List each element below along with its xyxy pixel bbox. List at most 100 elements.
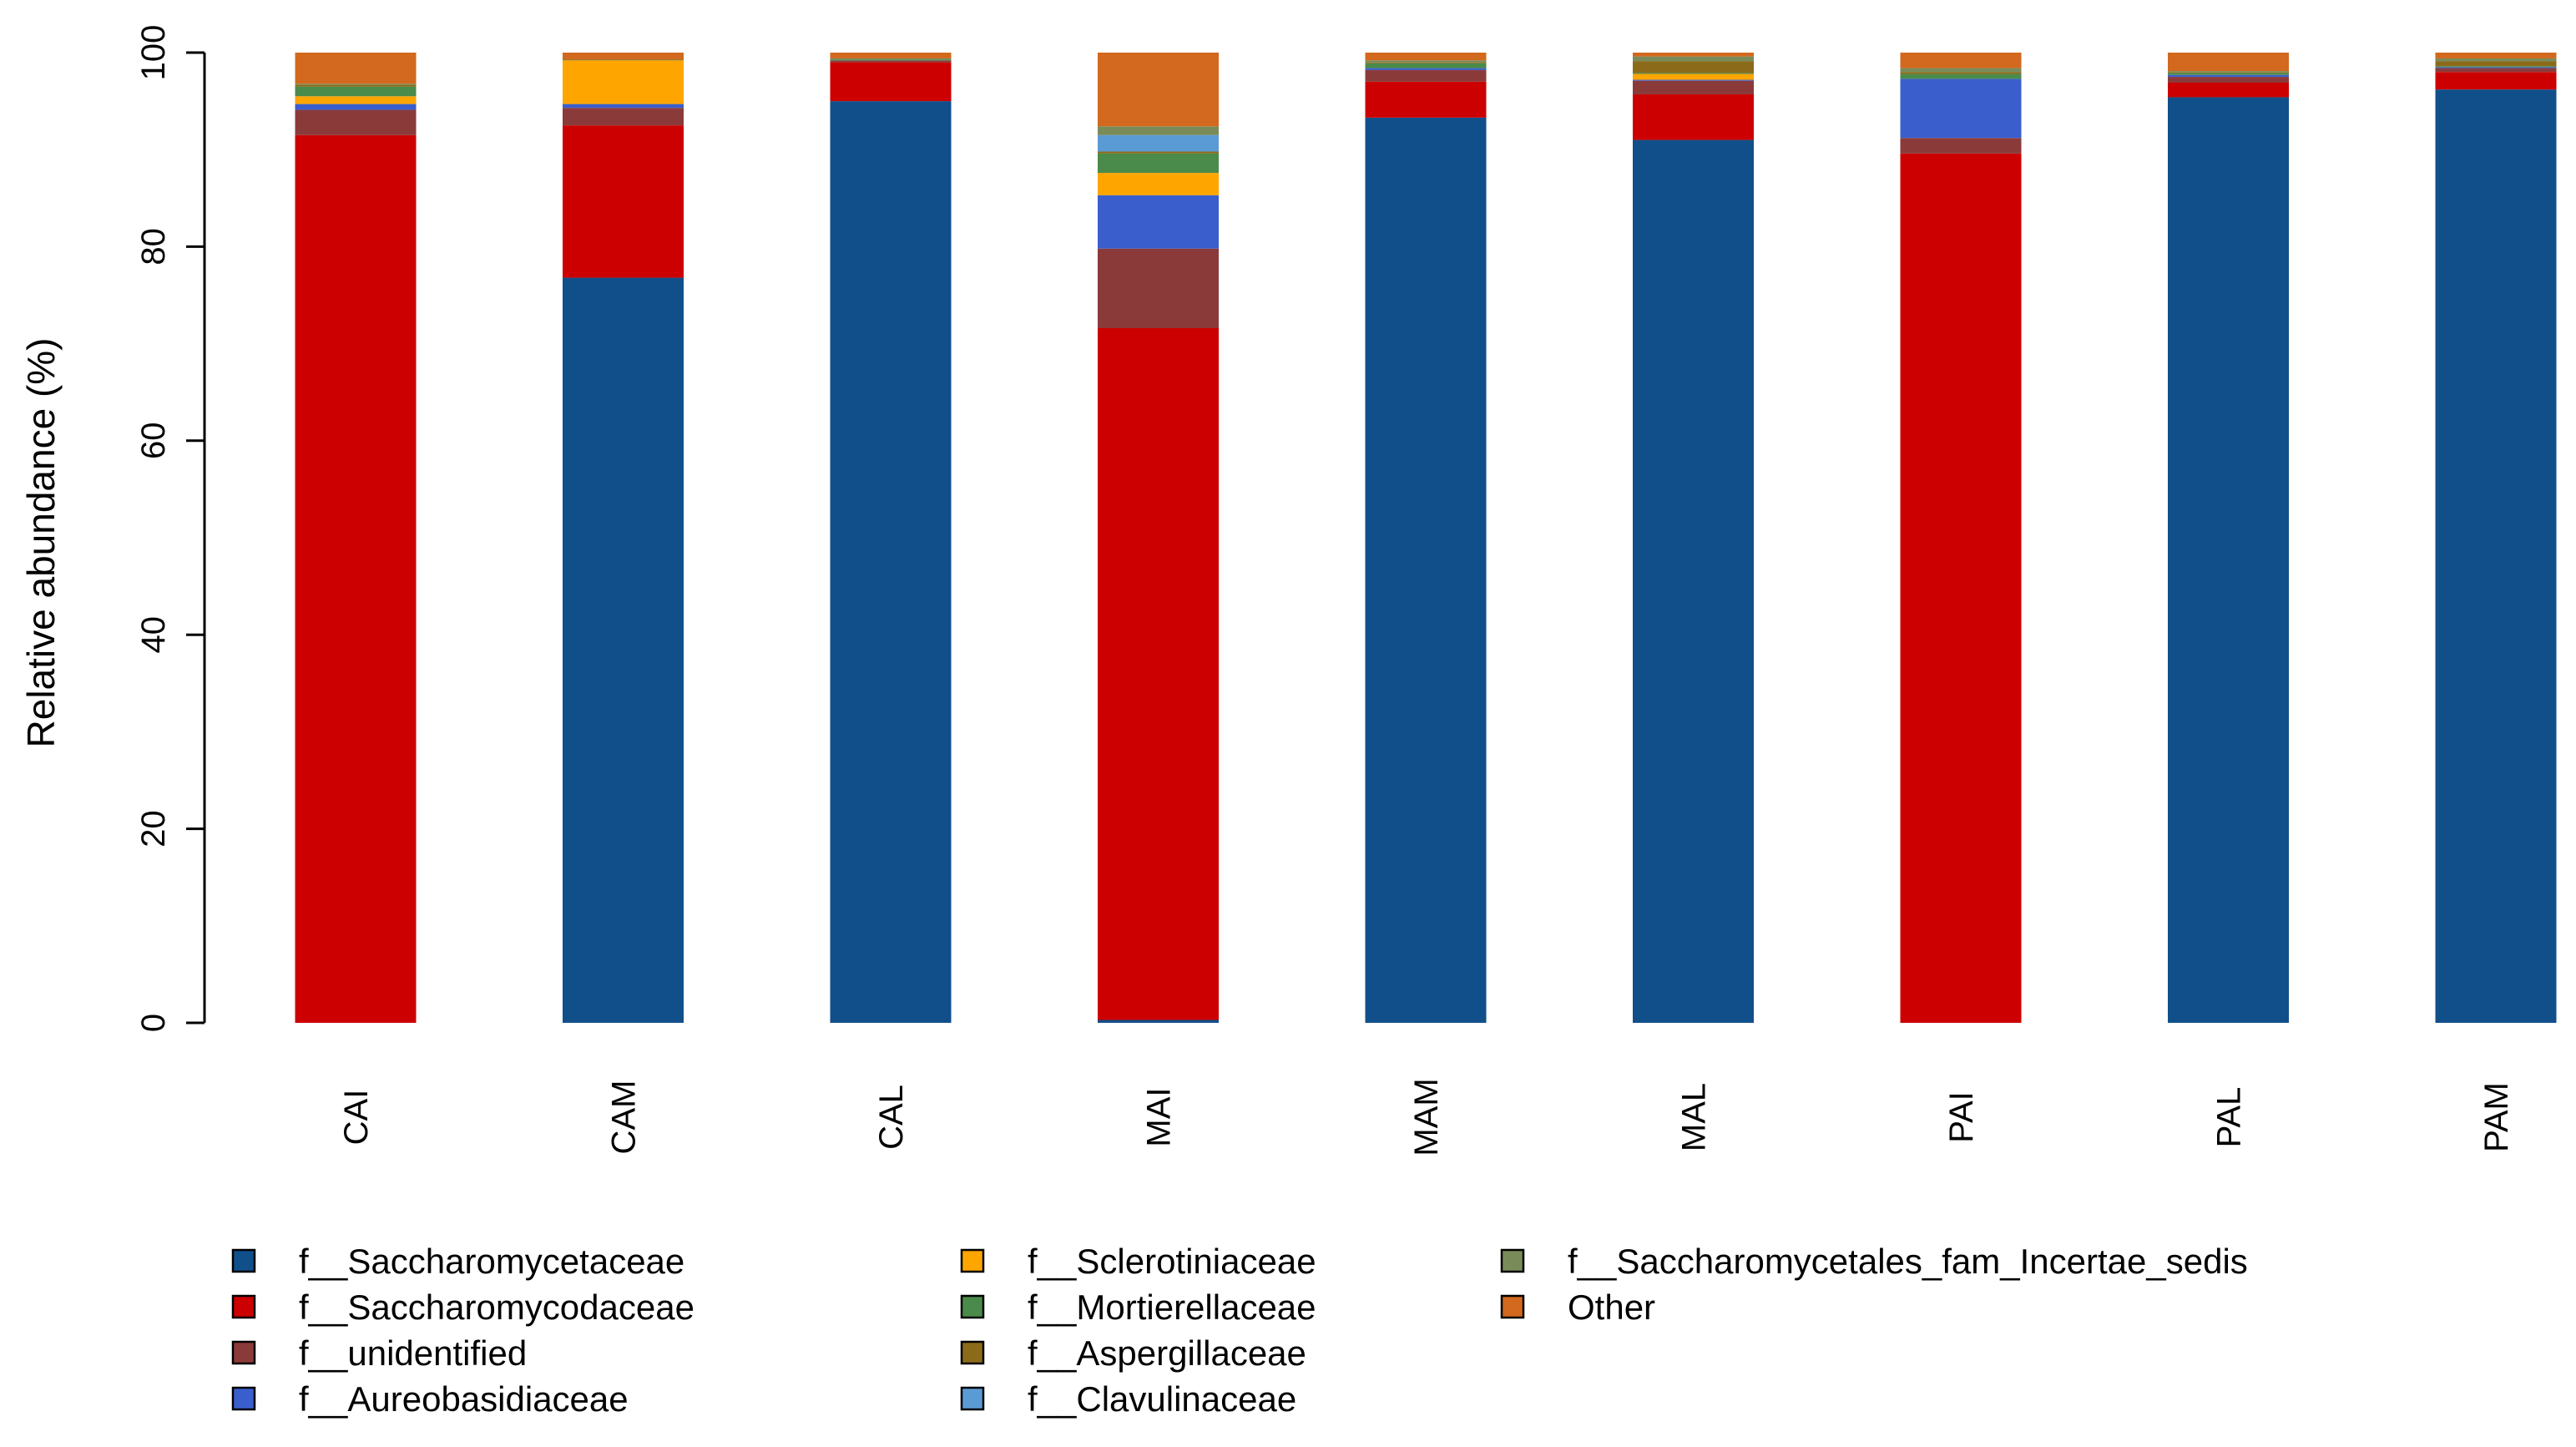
bar-segment-cal-series-2 — [830, 60, 952, 63]
y-axis-title: Relative abundance (%) — [19, 338, 63, 748]
bar-segment-cam-series-4 — [563, 60, 684, 104]
legend-label: f__Saccharomycetaceae — [299, 1242, 684, 1281]
bar-stack-cal — [830, 53, 952, 1024]
bar-segment-cal-series-1 — [830, 62, 952, 102]
x-category-label-mai: MAI — [1141, 1087, 1178, 1146]
legend-label: Other — [1568, 1288, 1655, 1327]
legend-swatch — [231, 1248, 256, 1273]
bar-segment-mal-series-0 — [1633, 139, 1754, 1024]
legend-entry: f__Saccharomycetales_fam_Incertae_sedis — [1500, 1242, 2248, 1281]
bar-segment-mai-series-6 — [1098, 151, 1219, 154]
bar-segment-cai-series-3 — [295, 104, 417, 110]
bar-segment-pam-series-9 — [2435, 53, 2557, 58]
legend-swatch — [960, 1340, 985, 1365]
y-tick-label-60: 60 — [135, 422, 172, 460]
bar-segment-cai-series-5 — [295, 86, 417, 97]
legend-entry: f__Saccharomycetaceae — [231, 1242, 684, 1281]
bar-segment-pai-series-1 — [1900, 153, 2022, 1024]
bar-segment-mam-series-5 — [1365, 63, 1487, 68]
legend-label: f__Clavulinaceae — [1028, 1379, 1296, 1419]
bar-segment-mam-series-3 — [1365, 68, 1487, 70]
bar-stack-mam — [1365, 53, 1487, 1024]
bar-segment-pam-series-3 — [2435, 67, 2557, 68]
bar-segment-mai-series-2 — [1098, 248, 1219, 328]
bar-segment-cam-series-3 — [563, 104, 684, 109]
legend-swatch — [960, 1248, 985, 1273]
bar-segment-cam-series-2 — [563, 108, 684, 126]
bar-segment-pai-series-2 — [1900, 138, 2022, 154]
legend-label: f__Aspergillaceae — [1028, 1333, 1306, 1373]
bar-segment-cal-series-9 — [830, 53, 952, 58]
legend-entry: f__unidentified — [231, 1333, 527, 1373]
x-category-label-pam: PAM — [2478, 1082, 2515, 1152]
legend-swatch — [1500, 1294, 1525, 1319]
bar-segment-pai-series-3 — [1900, 78, 2022, 139]
bar-segment-mam-series-0 — [1365, 117, 1487, 1024]
bar-stack-cai — [295, 53, 417, 1023]
bar-segment-pal-series-5 — [2168, 73, 2289, 75]
bar-segment-mal-series-2 — [1633, 80, 1754, 94]
bar-segment-pal-series-2 — [2168, 77, 2289, 83]
x-axis-category-labels: CAI CAM CAL MAI MAM MAL PAI PAL PAM — [338, 1078, 2515, 1156]
bar-stack-pal — [2168, 53, 2289, 1024]
bar-segment-pam-series-8 — [2435, 58, 2557, 62]
bar-segment-mal-series-1 — [1633, 94, 1754, 140]
legend: f__Saccharomycetaceae f__Saccharomycodace… — [231, 1242, 2248, 1419]
bar-segment-pam-series-6 — [2435, 61, 2557, 67]
legend-entry: f__Sclerotiniaceae — [960, 1242, 1316, 1281]
bar-segment-cam-series-0 — [563, 277, 684, 1024]
bar-segment-pal-series-8 — [2168, 71, 2289, 73]
bar-segment-pal-series-0 — [2168, 97, 2289, 1024]
x-category-label-mal: MAL — [1676, 1083, 1713, 1151]
bar-segment-mam-series-2 — [1365, 69, 1487, 82]
legend-entry: Other — [1500, 1288, 1655, 1327]
x-category-label-cal: CAL — [873, 1085, 910, 1150]
legend-swatch — [231, 1294, 256, 1319]
bars-layer — [295, 53, 2557, 1024]
bar-segment-mai-series-1 — [1098, 328, 1219, 1020]
bar-segment-cal-series-5 — [830, 59, 952, 61]
bar-segment-pal-series-9 — [2168, 53, 2289, 72]
bar-segment-cal-series-0 — [830, 101, 952, 1024]
legend-entry: f__Clavulinaceae — [960, 1379, 1296, 1419]
bar-segment-cai-series-2 — [295, 109, 417, 135]
y-tick-label-40: 40 — [135, 616, 172, 654]
x-category-label-pai: PAI — [1943, 1091, 1980, 1143]
bar-segment-cai-series-6 — [295, 84, 417, 87]
bar-segment-pai-series-9 — [1900, 53, 2022, 68]
bar-stack-mai — [1098, 53, 1219, 1023]
legend-entry: f__Mortierellaceae — [960, 1288, 1316, 1327]
y-tick-label-0: 0 — [135, 1014, 172, 1032]
bar-stack-pam — [2435, 53, 2557, 1023]
bar-stack-cam — [563, 53, 684, 1024]
bar-segment-cam-series-6 — [563, 59, 684, 61]
bar-segment-mam-series-1 — [1365, 81, 1487, 118]
bar-segment-mam-series-9 — [1365, 53, 1487, 61]
bar-stack-mal — [1633, 53, 1754, 1024]
legend-label: f__Mortierellaceae — [1028, 1288, 1316, 1327]
bar-segment-mal-series-9 — [1633, 53, 1754, 57]
legend-entry: f__Aspergillaceae — [960, 1333, 1306, 1373]
bar-segment-mam-series-8 — [1365, 60, 1487, 63]
x-category-label-cai: CAI — [338, 1090, 375, 1146]
bar-segment-pam-series-1 — [2435, 72, 2557, 90]
bar-segment-cal-series-8 — [830, 58, 952, 60]
bar-segment-pai-series-8 — [1900, 68, 2022, 73]
legend-swatch — [1500, 1248, 1525, 1273]
bar-segment-pam-series-0 — [2435, 89, 2557, 1023]
bar-segment-mai-series-3 — [1098, 195, 1219, 249]
x-category-label-pal: PAL — [2211, 1087, 2248, 1148]
y-tick-label-80: 80 — [135, 228, 172, 266]
bar-segment-mai-series-8 — [1098, 126, 1219, 135]
bar-segment-cai-series-8 — [295, 83, 417, 85]
legend-label: f__Saccharomycetales_fam_Incertae_sedis — [1568, 1242, 2248, 1281]
bar-segment-pal-series-6 — [2168, 72, 2289, 73]
bar-segment-cai-series-1 — [295, 134, 417, 1023]
bar-segment-mai-series-5 — [1098, 153, 1219, 174]
bar-segment-cai-series-4 — [295, 96, 417, 104]
legend-label: f__unidentified — [299, 1333, 527, 1373]
legend-entry: f__Aureobasidiaceae — [231, 1379, 629, 1419]
bar-segment-cai-series-9 — [295, 53, 417, 84]
bar-segment-mal-series-6 — [1633, 61, 1754, 73]
bar-segment-mal-series-8 — [1633, 56, 1754, 62]
